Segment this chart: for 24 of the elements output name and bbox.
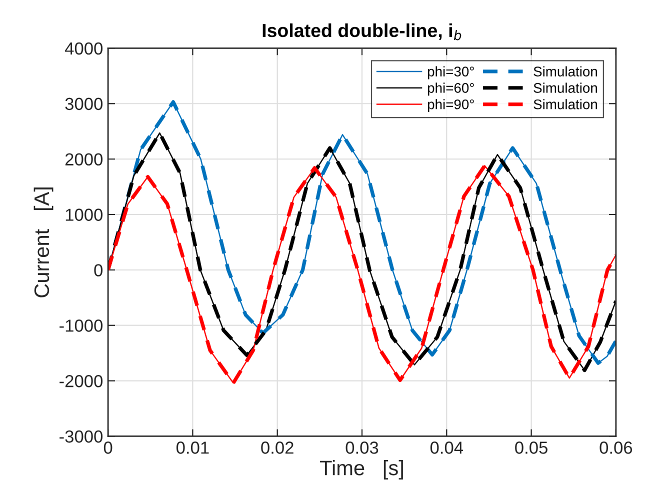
chart-title: Isolated double-line, i$_{b}$: [262, 23, 462, 40]
x-tick-label: 0: [104, 442, 112, 454]
legend-label: Simulation: [534, 66, 597, 76]
legend-label: Simulation: [534, 99, 597, 110]
x-tick-label: 0.03: [346, 442, 378, 454]
x-tick-label: 0.04: [430, 442, 464, 454]
y-tick-label: 0: [94, 264, 103, 276]
y-tick-label: -2000: [60, 374, 103, 388]
y-tick-label: 2000: [65, 153, 103, 166]
x-tick-label: 0.05: [515, 442, 548, 454]
y-tick-label: 1000: [66, 208, 103, 221]
y-tick-label: -1000: [60, 320, 103, 332]
x-tick-label: 0.02: [261, 442, 294, 454]
y-tick-label: 4000: [64, 42, 103, 55]
legend-label: Simulation: [534, 82, 597, 93]
legend-label: phi=30°: [428, 66, 474, 80]
y-tick-label: 3000: [65, 98, 103, 110]
legend-label: phi=60°: [428, 82, 474, 96]
x-tick-label: 0.06: [600, 442, 632, 454]
y-tick-label: -3000: [60, 430, 103, 443]
x-axis-title: Time [s]: [320, 460, 403, 480]
x-tick-label: 0.01: [176, 442, 209, 454]
y-axis-title: Current [A]: [34, 188, 54, 298]
legend-label: phi=90°: [428, 99, 474, 112]
